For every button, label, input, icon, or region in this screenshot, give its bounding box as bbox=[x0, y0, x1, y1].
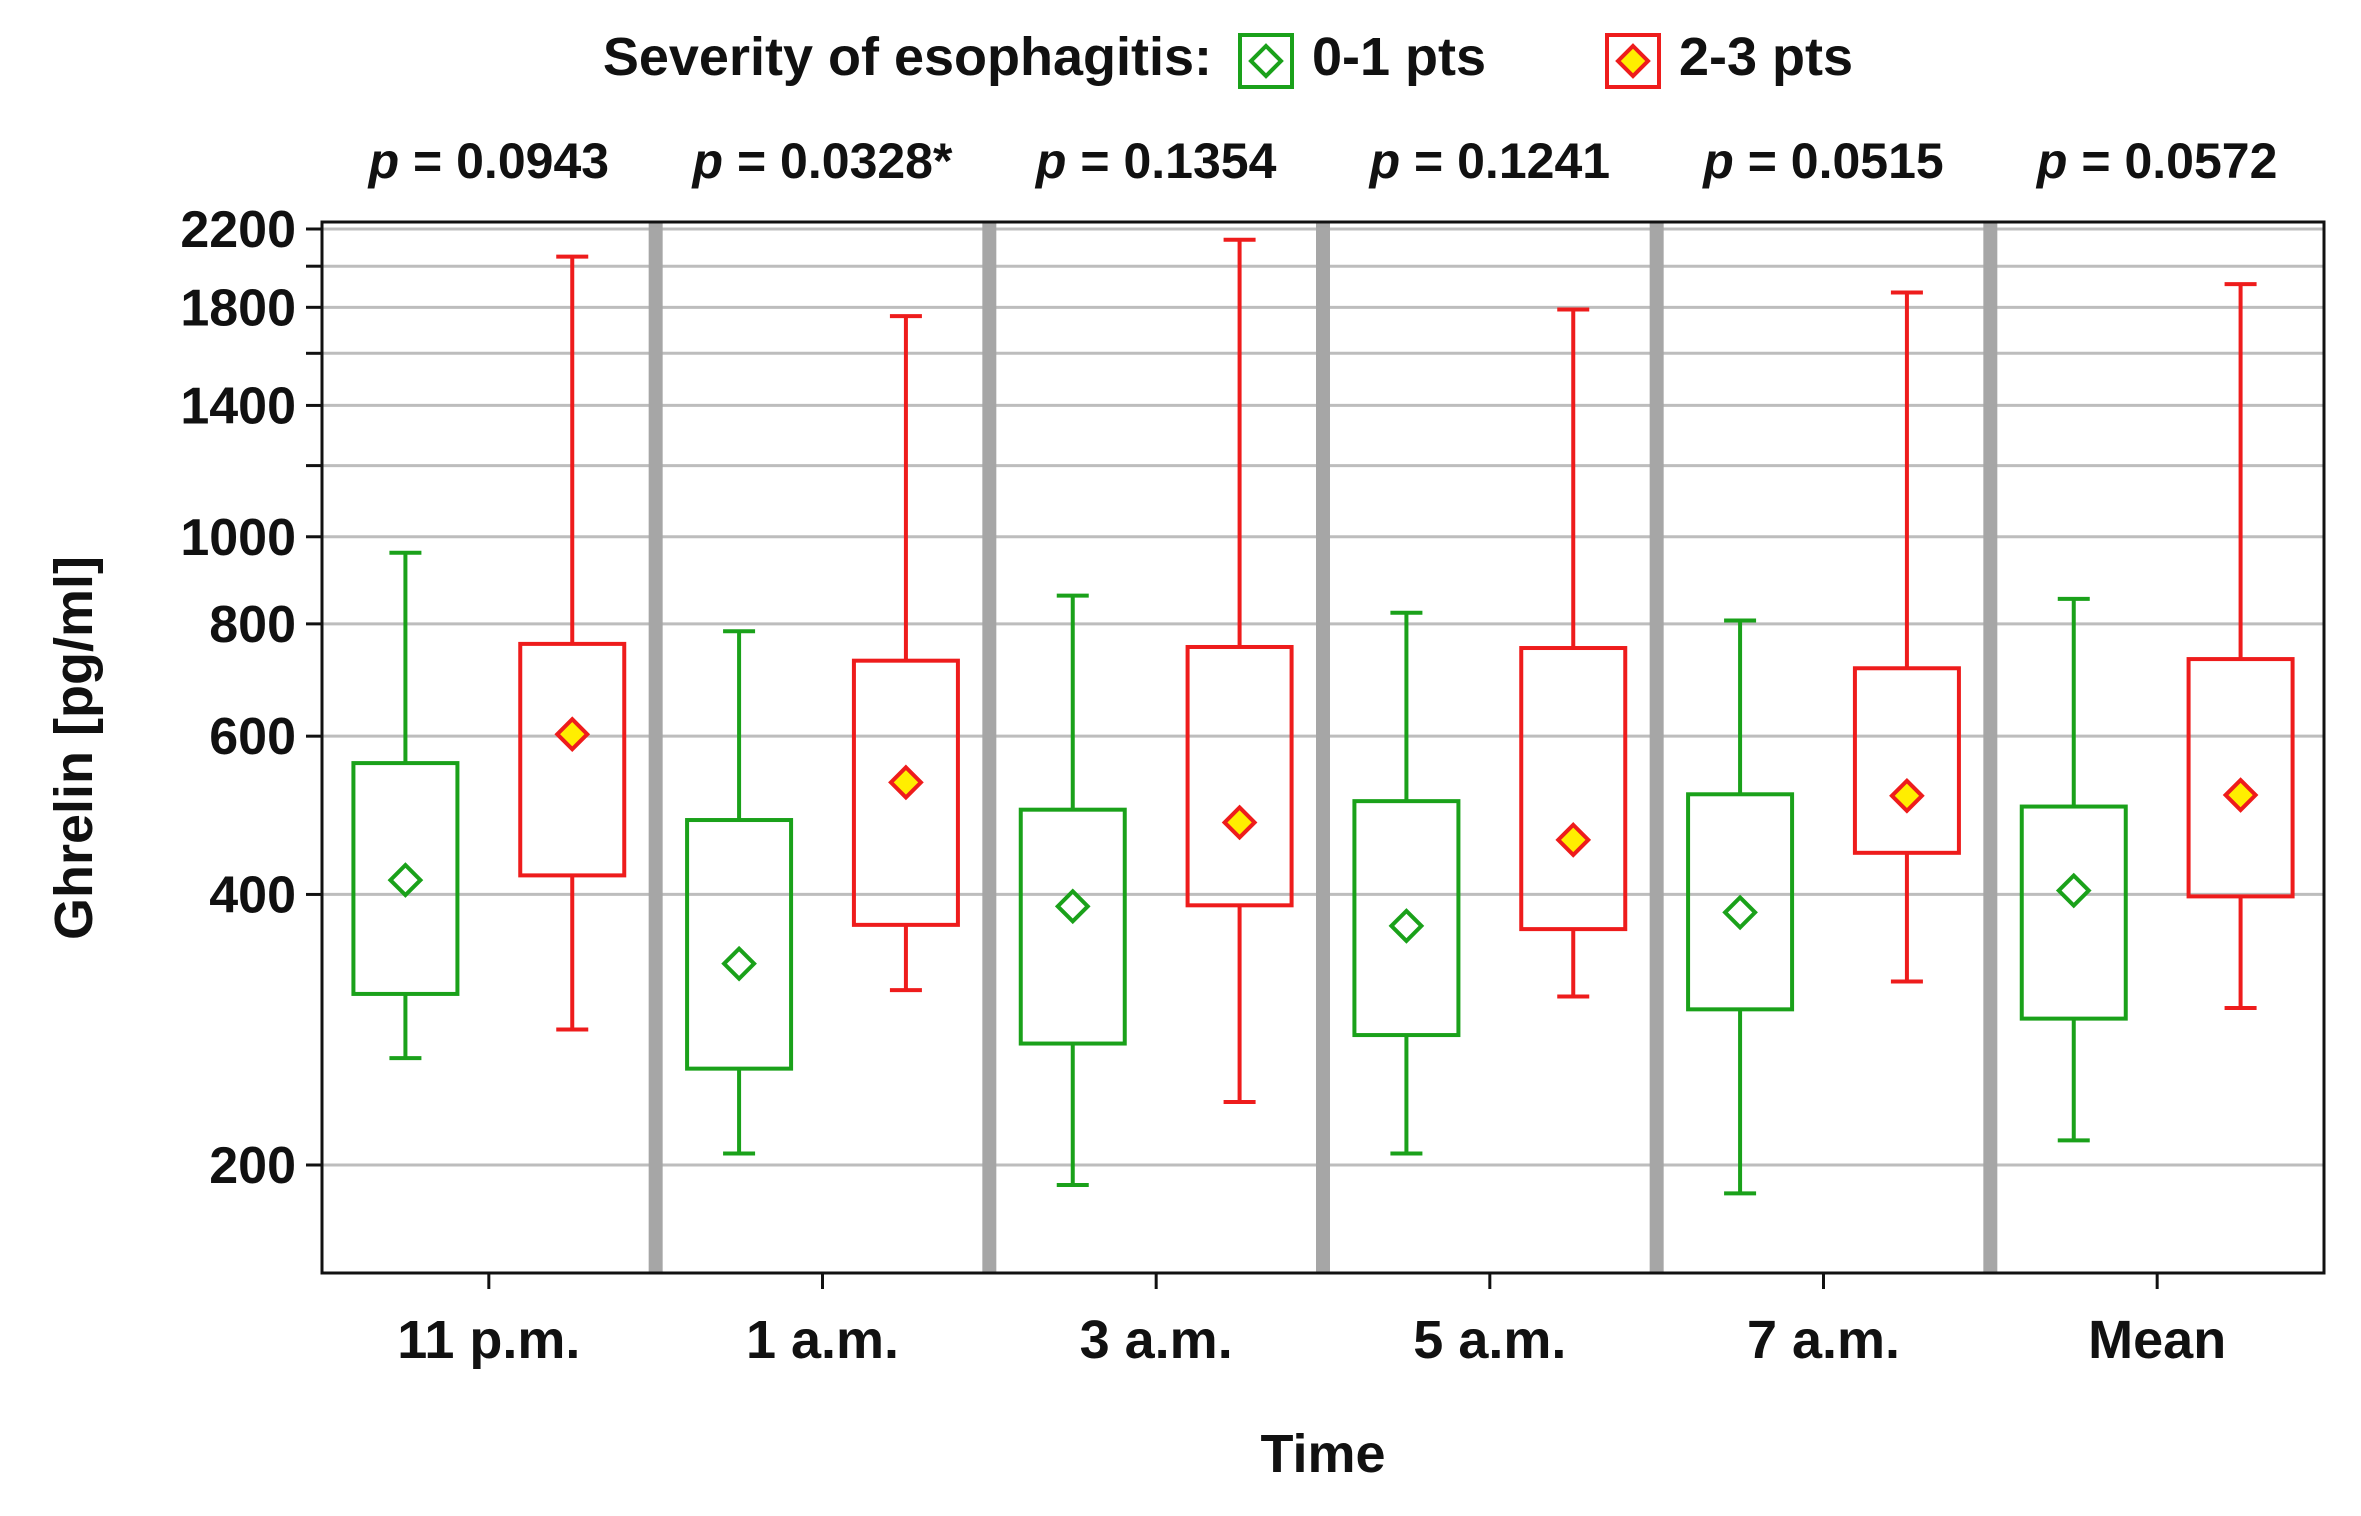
x-tick-label-5: Mean bbox=[2088, 1310, 2226, 1370]
box-severe-4 bbox=[1852, 290, 1961, 984]
box-severe-5-iqr-box bbox=[2186, 657, 2295, 899]
box-severe-3-iqr-box bbox=[1519, 646, 1628, 932]
x-tick-label-2: 3 a.m. bbox=[1080, 1310, 1233, 1370]
p-value-text: = 0.1354 bbox=[1066, 133, 1276, 189]
box-severe-3 bbox=[1519, 307, 1628, 999]
box-mild-0 bbox=[351, 550, 460, 1061]
box-severe-2-center-marker bbox=[1221, 804, 1258, 841]
category-separators bbox=[648, 222, 1998, 1273]
y-tick-label-1800: 1800 bbox=[180, 279, 296, 337]
box-severe-1-iqr-box bbox=[851, 658, 960, 927]
box-mild-3-center-marker bbox=[1388, 908, 1425, 944]
legend-diamond-2-3-icon bbox=[1615, 43, 1651, 79]
box-severe-0 bbox=[518, 254, 627, 1032]
p-value-symbol: p bbox=[1368, 133, 1401, 189]
box-severe-1 bbox=[851, 314, 960, 993]
p-value-text: = 0.0572 bbox=[2067, 133, 2277, 189]
p-value-symbol: p bbox=[1034, 133, 1067, 189]
x-axis-ticks: 11 p.m. 1 a.m. 3 a.m. 5 a.m. 7 a.m. Mean bbox=[397, 1273, 2226, 1370]
box-severe-3-center-marker bbox=[1555, 822, 1592, 858]
y-axis-ticks: 200 400 600 800 1000 1400 1800 2200 bbox=[180, 201, 322, 1195]
box-severe-5-center-marker bbox=[2222, 777, 2259, 813]
box-mild-2 bbox=[1018, 593, 1127, 1188]
p-value-text: = 0.0328* bbox=[723, 133, 953, 189]
y-tick-label-600: 600 bbox=[209, 708, 296, 766]
x-tick-label-3: 5 a.m. bbox=[1413, 1310, 1566, 1370]
box-mild-5 bbox=[2019, 596, 2128, 1143]
y-tick-label-800: 800 bbox=[209, 596, 296, 654]
box-severe-5 bbox=[2186, 282, 2295, 1011]
box-severe-4-center-marker bbox=[1889, 777, 1925, 814]
y-tick-label-400: 400 bbox=[209, 866, 296, 924]
x-tick-label-4: 7 a.m. bbox=[1747, 1310, 1900, 1370]
legend-diamond-0-1-icon bbox=[1248, 43, 1284, 79]
p-value-1: p = 0.0328* bbox=[691, 133, 953, 189]
x-tick-label-0: 11 p.m. bbox=[397, 1310, 580, 1370]
p-value-symbol: p bbox=[367, 133, 400, 189]
y-tick-label-2200: 2200 bbox=[180, 201, 296, 259]
p-value-0: p = 0.0943 bbox=[367, 133, 609, 189]
box-mild-3 bbox=[1352, 610, 1461, 1156]
y-tick-label-1000: 1000 bbox=[180, 509, 296, 567]
box-mild-1 bbox=[685, 629, 794, 1156]
box-mild-5-center-marker bbox=[2055, 872, 2092, 909]
legend-label-0-1: 0-1 pts bbox=[1312, 27, 1486, 87]
box-mild-4-iqr-box bbox=[1686, 792, 1795, 1012]
x-axis-title: Time bbox=[1260, 1424, 1385, 1484]
p-value-5: p = 0.0572 bbox=[2035, 133, 2277, 189]
box-mild-2-iqr-box bbox=[1018, 807, 1127, 1046]
box-severe-2 bbox=[1185, 237, 1294, 1105]
p-value-3: p = 0.1241 bbox=[1368, 133, 1610, 189]
box-mild-3-iqr-box bbox=[1352, 799, 1461, 1038]
y-tick-label-1400: 1400 bbox=[180, 377, 296, 435]
box-severe-0-center-marker bbox=[554, 716, 591, 753]
legend-title: Severity of esophagitis: bbox=[603, 27, 1212, 87]
p-value-symbol: p bbox=[2035, 133, 2068, 189]
p-value-2: p = 0.1354 bbox=[1034, 133, 1277, 189]
y-axis-title: Ghrelin [pg/ml] bbox=[44, 556, 104, 940]
y-tick-label-200: 200 bbox=[209, 1137, 296, 1195]
box-series bbox=[351, 237, 2295, 1196]
box-mild-4 bbox=[1686, 618, 1795, 1196]
box-mild-5-iqr-box bbox=[2019, 804, 2128, 1021]
plot-frame bbox=[320, 220, 2326, 1275]
legend: Severity of esophagitis: 0-1 pts 2-3 pts bbox=[603, 27, 1853, 89]
box-mild-1-iqr-box bbox=[685, 818, 794, 1071]
box-mild-2-center-marker bbox=[1054, 888, 1091, 925]
p-value-text: = 0.1241 bbox=[1400, 133, 1610, 189]
box-severe-0-iqr-box bbox=[518, 641, 627, 878]
p-value-4: p = 0.0515 bbox=[1701, 133, 1943, 189]
box-severe-2-iqr-box bbox=[1185, 644, 1294, 908]
box-mild-1-center-marker bbox=[721, 945, 757, 982]
p-value-row: p = 0.0943 p = 0.0328* p = 0.1354 p = 0.124… bbox=[367, 133, 2278, 189]
box-mild-4-center-marker bbox=[1722, 894, 1758, 931]
box-mild-0-iqr-box bbox=[351, 761, 460, 996]
box-severe-1-center-marker bbox=[888, 764, 924, 801]
p-value-symbol: p bbox=[1701, 133, 1734, 189]
p-value-text: = 0.0943 bbox=[399, 133, 609, 189]
x-tick-label-1: 1 a.m. bbox=[746, 1310, 899, 1370]
legend-label-2-3: 2-3 pts bbox=[1679, 27, 1853, 87]
box-mild-0-center-marker bbox=[387, 862, 424, 898]
box-severe-4-iqr-box bbox=[1852, 666, 1961, 855]
p-value-symbol: p bbox=[691, 133, 724, 189]
p-value-text: = 0.0515 bbox=[1734, 133, 1944, 189]
